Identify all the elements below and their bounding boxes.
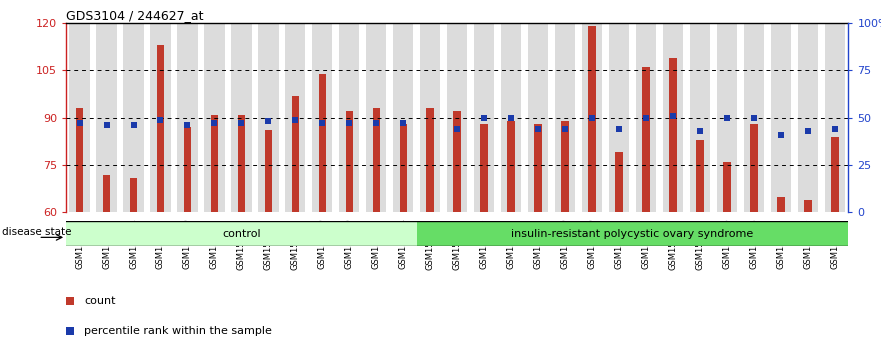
- Bar: [96, 23, 116, 212]
- Bar: [615, 153, 623, 212]
- Bar: [642, 67, 650, 212]
- Bar: [211, 115, 218, 212]
- Bar: [157, 45, 164, 212]
- Bar: [373, 108, 380, 212]
- Bar: [123, 23, 144, 212]
- Bar: [448, 23, 467, 212]
- Text: control: control: [222, 229, 261, 239]
- Bar: [555, 23, 575, 212]
- Bar: [507, 121, 515, 212]
- Text: disease state: disease state: [2, 227, 71, 238]
- Bar: [177, 23, 197, 212]
- Bar: [264, 130, 272, 212]
- Bar: [76, 108, 84, 212]
- Bar: [777, 196, 785, 212]
- Bar: [825, 23, 845, 212]
- Bar: [609, 23, 629, 212]
- Bar: [474, 23, 494, 212]
- Bar: [151, 23, 171, 212]
- Bar: [480, 124, 488, 212]
- Bar: [454, 112, 461, 212]
- Bar: [319, 74, 326, 212]
- Bar: [204, 23, 225, 212]
- Bar: [501, 23, 522, 212]
- Bar: [589, 26, 596, 212]
- Bar: [561, 121, 569, 212]
- Bar: [751, 124, 758, 212]
- Bar: [285, 23, 306, 212]
- Bar: [636, 23, 656, 212]
- Bar: [70, 23, 90, 212]
- Bar: [798, 23, 818, 212]
- Bar: [292, 96, 300, 212]
- Bar: [366, 23, 387, 212]
- Bar: [582, 23, 603, 212]
- Bar: [771, 23, 791, 212]
- Bar: [393, 23, 413, 212]
- Bar: [426, 108, 434, 212]
- Bar: [831, 137, 839, 212]
- Bar: [238, 115, 245, 212]
- Text: count: count: [84, 296, 115, 306]
- Bar: [670, 58, 677, 212]
- Bar: [420, 23, 440, 212]
- Bar: [232, 23, 252, 212]
- Bar: [345, 112, 353, 212]
- Bar: [184, 127, 191, 212]
- Bar: [717, 23, 737, 212]
- Bar: [723, 162, 730, 212]
- Bar: [535, 124, 542, 212]
- Bar: [690, 23, 710, 212]
- Text: percentile rank within the sample: percentile rank within the sample: [84, 326, 272, 336]
- Bar: [744, 23, 764, 212]
- Bar: [258, 23, 278, 212]
- Bar: [663, 23, 683, 212]
- Bar: [103, 175, 110, 212]
- Bar: [528, 23, 548, 212]
- Bar: [696, 140, 704, 212]
- Bar: [66, 221, 417, 246]
- Bar: [417, 221, 848, 246]
- Text: insulin-resistant polycystic ovary syndrome: insulin-resistant polycystic ovary syndr…: [512, 229, 754, 239]
- Bar: [130, 178, 137, 212]
- Text: GDS3104 / 244627_at: GDS3104 / 244627_at: [66, 9, 204, 22]
- Bar: [804, 200, 811, 212]
- Bar: [399, 124, 407, 212]
- Bar: [312, 23, 332, 212]
- Bar: [339, 23, 359, 212]
